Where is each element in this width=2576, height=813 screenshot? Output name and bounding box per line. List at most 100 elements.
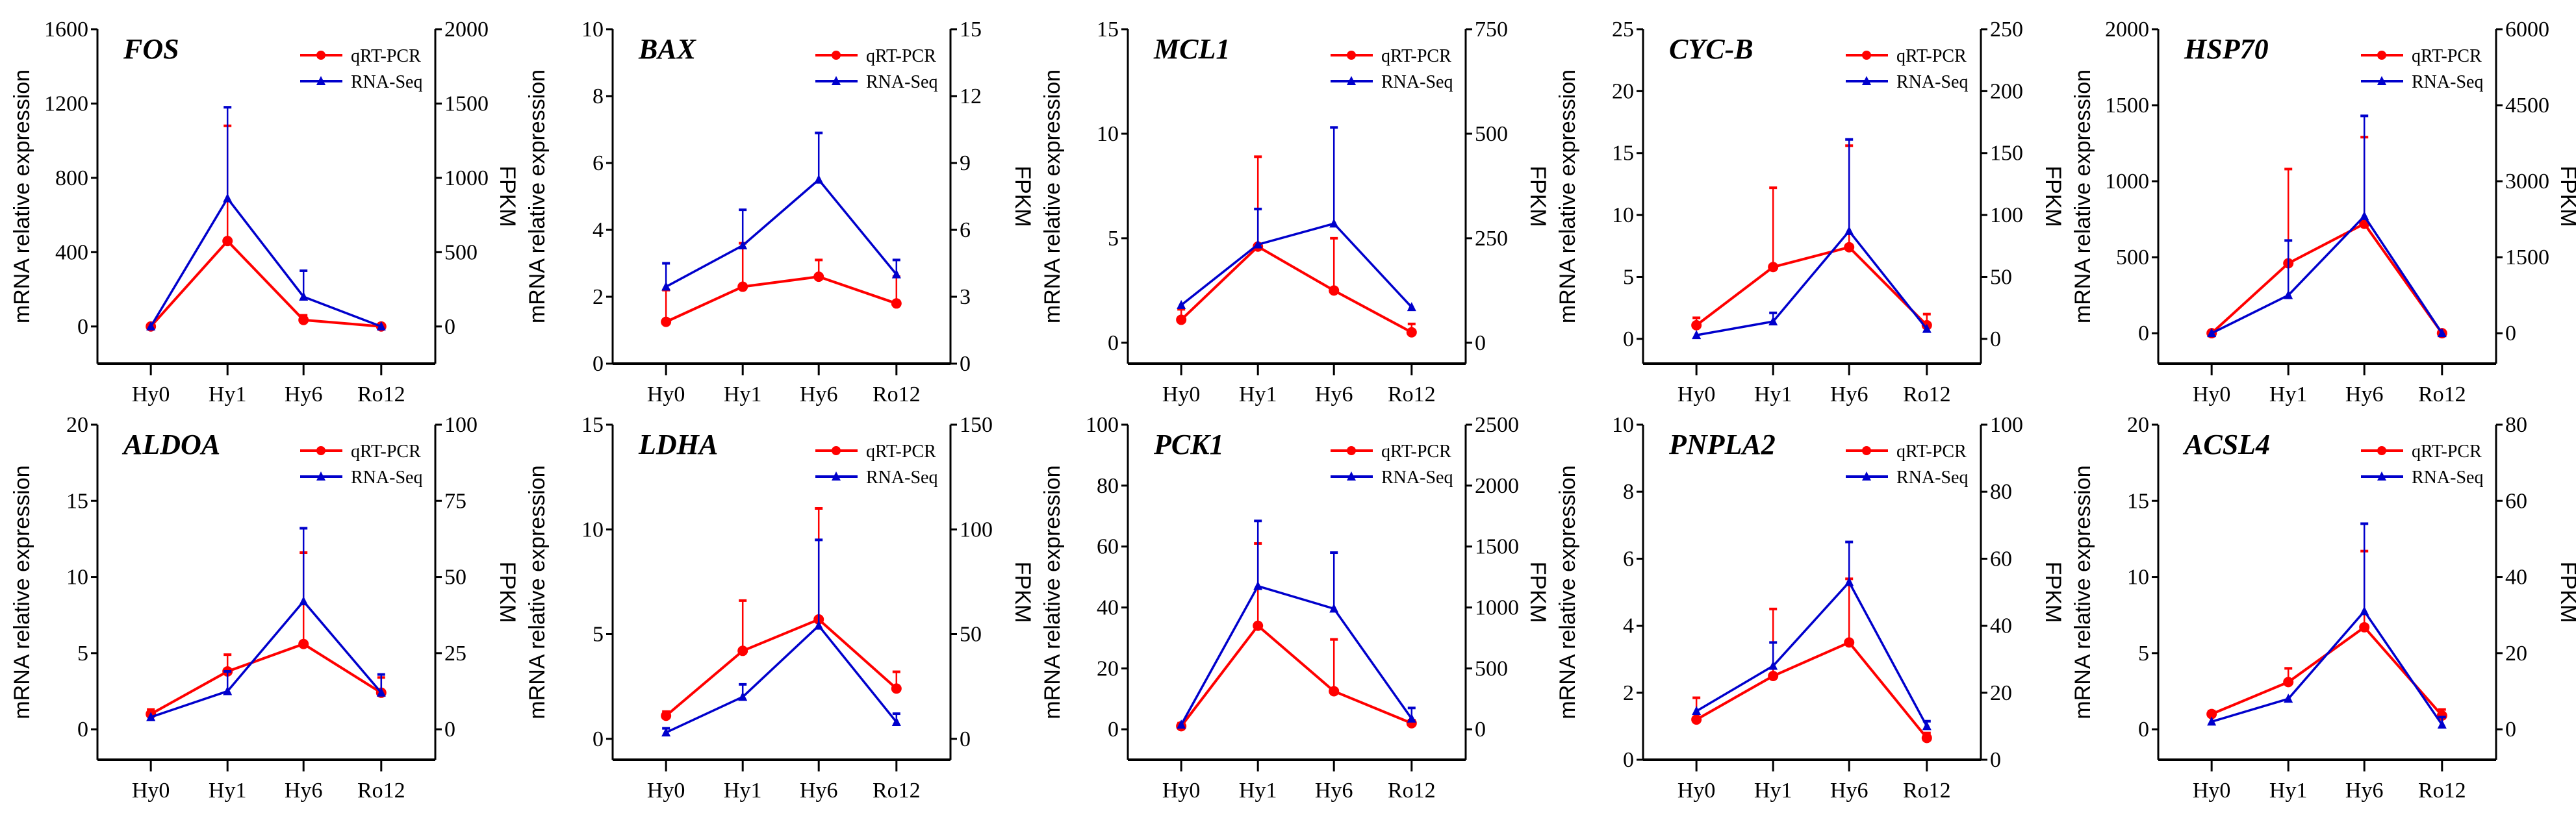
series-qrt-pcr <box>146 551 387 719</box>
left-tick-label: 10 <box>66 566 88 590</box>
left-tick-label: 400 <box>55 240 88 264</box>
legend-triangle-marker-icon <box>832 471 841 481</box>
left-tick-label: 0 <box>2138 718 2149 742</box>
subplot-aldoa: 0 5 10 15 20 0 25 50 75 100 Hy0 Hy1 Hy6 Ro12 mRNA rela… <box>10 413 520 803</box>
data-point <box>1844 225 1854 235</box>
data-point <box>891 269 901 279</box>
left-tick-label: 1500 <box>2105 94 2149 118</box>
data-point <box>2283 677 2294 688</box>
right-axis-title: FPKM <box>2556 166 2576 227</box>
series-qrt-pcr <box>146 124 387 332</box>
x-tick-label: Ro12 <box>2418 382 2466 406</box>
series-line <box>2211 214 2443 334</box>
series-line <box>665 275 897 323</box>
data-point <box>661 727 671 737</box>
left-tick-label: 25 <box>1612 18 1634 42</box>
legend-rna-label: RNA-Seq <box>1896 72 1968 92</box>
series-qrt-pcr <box>2206 549 2447 721</box>
data-point <box>1329 603 1339 613</box>
data-point <box>376 321 386 331</box>
right-tick-label: 0 <box>1475 718 1486 742</box>
gene-title: CYC-B <box>1669 33 1753 65</box>
x-tick-label: Hy6 <box>800 779 838 803</box>
x-tick-label: Hy6 <box>285 382 323 406</box>
x-tick-label: Hy6 <box>2345 382 2384 406</box>
data-point <box>1922 721 1932 731</box>
right-axis-title: FPKM <box>495 562 520 623</box>
data-point <box>1407 713 1416 723</box>
data-point <box>2206 708 2217 719</box>
right-tick-label: 150 <box>960 413 993 437</box>
series-line <box>1696 229 1928 336</box>
legend-qrt-label: qRT-PCR <box>866 442 936 462</box>
x-tick-label: Hy6 <box>1830 382 1868 406</box>
right-tick-label: 80 <box>1990 480 2012 504</box>
left-axis-title: mRNA relative expression <box>2071 69 2095 323</box>
series-qrt-pcr <box>661 242 902 327</box>
data-point <box>1844 242 1855 253</box>
right-tick-label: 1000 <box>1475 595 1519 619</box>
right-tick-label: 0 <box>2505 718 2516 742</box>
legend-triangle-marker-icon <box>1862 471 1871 481</box>
right-axis-title: FPKM <box>2556 562 2576 623</box>
x-tick-label: Hy0 <box>1677 779 1716 803</box>
right-tick-label: 100 <box>1990 203 2023 227</box>
series-qrt-pcr <box>1176 155 1417 338</box>
series-rna-seq <box>661 131 901 291</box>
right-axis-title: FPKM <box>1010 166 1035 227</box>
gene-title: PNPLA2 <box>1668 429 1776 460</box>
right-tick-label: 3000 <box>2505 169 2549 194</box>
left-tick-label: 15 <box>1097 18 1119 42</box>
x-tick-label: Hy1 <box>724 382 762 406</box>
data-point <box>1177 299 1186 309</box>
legend-rna-label: RNA-Seq <box>1896 468 1968 488</box>
legend-rna-label: RNA-Seq <box>351 468 422 488</box>
data-point <box>222 236 233 247</box>
data-point <box>2360 606 2369 616</box>
left-axis-title: mRNA relative expression <box>1040 69 1065 323</box>
data-point <box>1844 577 1854 586</box>
data-point <box>813 271 824 282</box>
series-line <box>1180 584 1413 725</box>
left-tick-label: 10 <box>1612 203 1634 227</box>
right-tick-label: 500 <box>1475 657 1508 681</box>
legend-circle-marker-icon <box>2377 51 2386 60</box>
data-point <box>223 193 233 203</box>
legend-circle-marker-icon <box>2377 446 2386 455</box>
right-axis-title: FPKM <box>2041 562 2065 623</box>
left-tick-label: 1200 <box>44 92 88 116</box>
x-tick-label: Ro12 <box>1388 382 1436 406</box>
right-tick-label: 4500 <box>2505 94 2549 118</box>
x-tick-label: Ro12 <box>873 382 921 406</box>
data-point <box>1692 706 1702 716</box>
x-tick-label: Hy6 <box>2345 779 2384 803</box>
right-tick-label: 2500 <box>1475 413 1519 437</box>
series-qrt-pcr <box>661 507 902 721</box>
right-axis-title: FPKM <box>1525 562 1550 623</box>
left-tick-label: 1000 <box>2105 169 2149 194</box>
left-tick-label: 100 <box>1086 413 1119 437</box>
legend-rna-label: RNA-Seq <box>1381 72 1453 92</box>
x-tick-label: Hy0 <box>2193 779 2231 803</box>
gene-title: ALDOA <box>121 429 220 460</box>
left-axis-title: mRNA relative expression <box>1555 69 1580 323</box>
x-tick-label: Hy1 <box>209 779 247 803</box>
series-rna-seq <box>146 106 386 331</box>
right-tick-label: 150 <box>1990 142 2023 166</box>
left-tick-label: 2 <box>1623 681 1634 705</box>
right-tick-label: 6000 <box>2505 18 2549 42</box>
right-tick-label: 250 <box>1990 18 2023 42</box>
data-point <box>376 687 386 697</box>
right-tick-label: 750 <box>1475 18 1508 42</box>
right-tick-label: 1000 <box>444 166 489 190</box>
x-tick-label: Ro12 <box>873 779 921 803</box>
left-tick-label: 4 <box>593 218 604 242</box>
legend-rna-label: RNA-Seq <box>2412 468 2483 488</box>
right-tick-label: 1500 <box>2505 245 2549 269</box>
data-point <box>1253 620 1264 631</box>
left-tick-label: 6 <box>593 151 604 175</box>
right-tick-label: 500 <box>444 240 478 264</box>
data-point <box>738 692 748 701</box>
